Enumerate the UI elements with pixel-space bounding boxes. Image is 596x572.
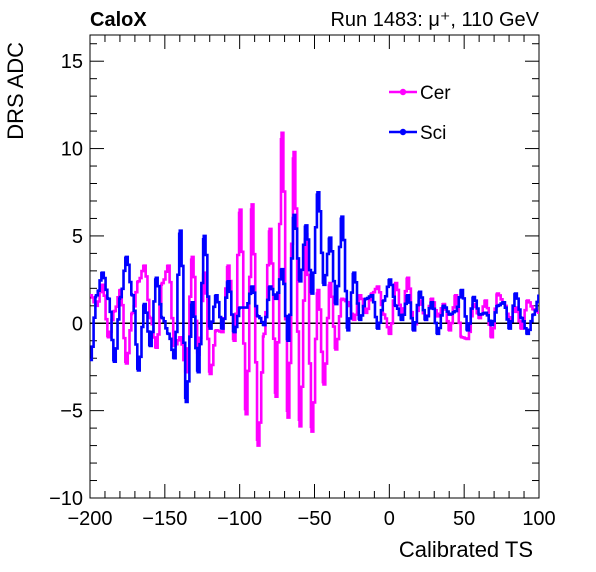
x-tick-label: −50	[298, 508, 332, 530]
legend: Cer Sci	[389, 83, 451, 144]
x-tick-label: 0	[384, 508, 395, 530]
legend-marker-sci	[399, 128, 407, 136]
y-tick-label: −10	[49, 488, 83, 510]
axis-ticks	[89, 35, 540, 499]
x-axis-title: Calibrated TS	[399, 537, 533, 562]
legend-label-cer: Cer	[420, 83, 451, 104]
y-tick-label: 0	[72, 313, 83, 335]
header-right-label: Run 1483: μ⁺, 110 GeV	[330, 9, 539, 31]
header-left-label: CaloX	[90, 9, 147, 31]
legend-marker-cer	[399, 88, 407, 96]
x-tick-label: −200	[67, 508, 112, 530]
x-tick-label: −150	[142, 508, 187, 530]
series-layer	[90, 131, 539, 447]
legend-label-sci: Sci	[420, 123, 446, 144]
y-tick-label: 15	[61, 51, 83, 73]
x-tick-label: −100	[217, 508, 262, 530]
y-tick-label: 10	[61, 139, 83, 161]
series-line-sci	[90, 190, 539, 404]
x-tick-label: 100	[522, 508, 555, 530]
y-axis-title: DRS ADC	[3, 42, 28, 140]
y-tick-label: −5	[60, 401, 83, 423]
series-line-cer	[90, 131, 539, 447]
x-tick-label: 50	[453, 508, 475, 530]
y-tick-label: 5	[72, 226, 83, 248]
